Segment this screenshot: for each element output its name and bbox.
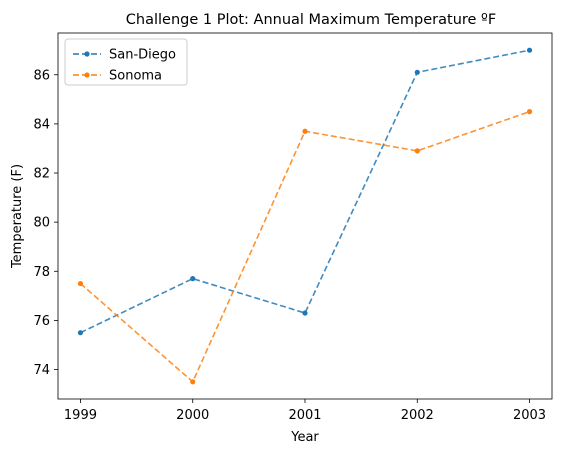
series-layer: [77, 47, 533, 385]
plot-background: [58, 33, 552, 399]
y-tick-label: 84: [33, 117, 50, 132]
series-san-diego: [77, 47, 533, 336]
chart-title: Challenge 1 Plot: Annual Maximum Tempera…: [126, 12, 496, 28]
data-point: [414, 69, 420, 75]
plot-area: [58, 33, 552, 399]
x-tick-label: 2003: [513, 408, 546, 423]
legend-swatch-marker: [84, 72, 90, 78]
x-tick-label: 2001: [288, 408, 321, 423]
legend-label: Sonoma: [109, 69, 162, 84]
y-tick-label: 74: [33, 363, 50, 378]
series-sonoma: [77, 109, 533, 385]
data-point: [77, 330, 84, 336]
legend-label: San-Diego: [109, 48, 176, 63]
legend: San-Diego Sonoma: [64, 38, 188, 86]
data-point: [526, 47, 533, 53]
x-tick-label: 2000: [176, 408, 209, 423]
series-line: [80, 49, 530, 334]
legend-item: Sonoma: [73, 69, 162, 84]
axes-frame: [57, 32, 553, 400]
data-point: [77, 280, 84, 287]
data-point: [190, 276, 196, 282]
x-tick-label: 2002: [401, 408, 434, 423]
data-point: [414, 148, 420, 154]
data-point: [302, 128, 308, 134]
y-tick-label: 80: [33, 216, 50, 231]
legend-item: San-Diego: [73, 48, 176, 63]
x-axis-label: Year: [290, 430, 319, 445]
axes: 1999 2000 2001 2002 2003 74 76 78 80 82 84 86: [33, 32, 553, 423]
legend-box: [64, 38, 188, 86]
x-tick-label: 1999: [64, 408, 97, 423]
legend-swatch-marker: [84, 51, 90, 57]
y-tick-label: 82: [33, 167, 50, 182]
data-point: [190, 379, 196, 385]
data-point: [302, 310, 308, 316]
y-axis-label: Temperature (F): [10, 164, 25, 269]
y-tick-label: 86: [33, 68, 50, 83]
y-tick-label: 78: [33, 265, 50, 280]
y-tick-label: 76: [33, 314, 50, 329]
data-point: [526, 109, 533, 115]
